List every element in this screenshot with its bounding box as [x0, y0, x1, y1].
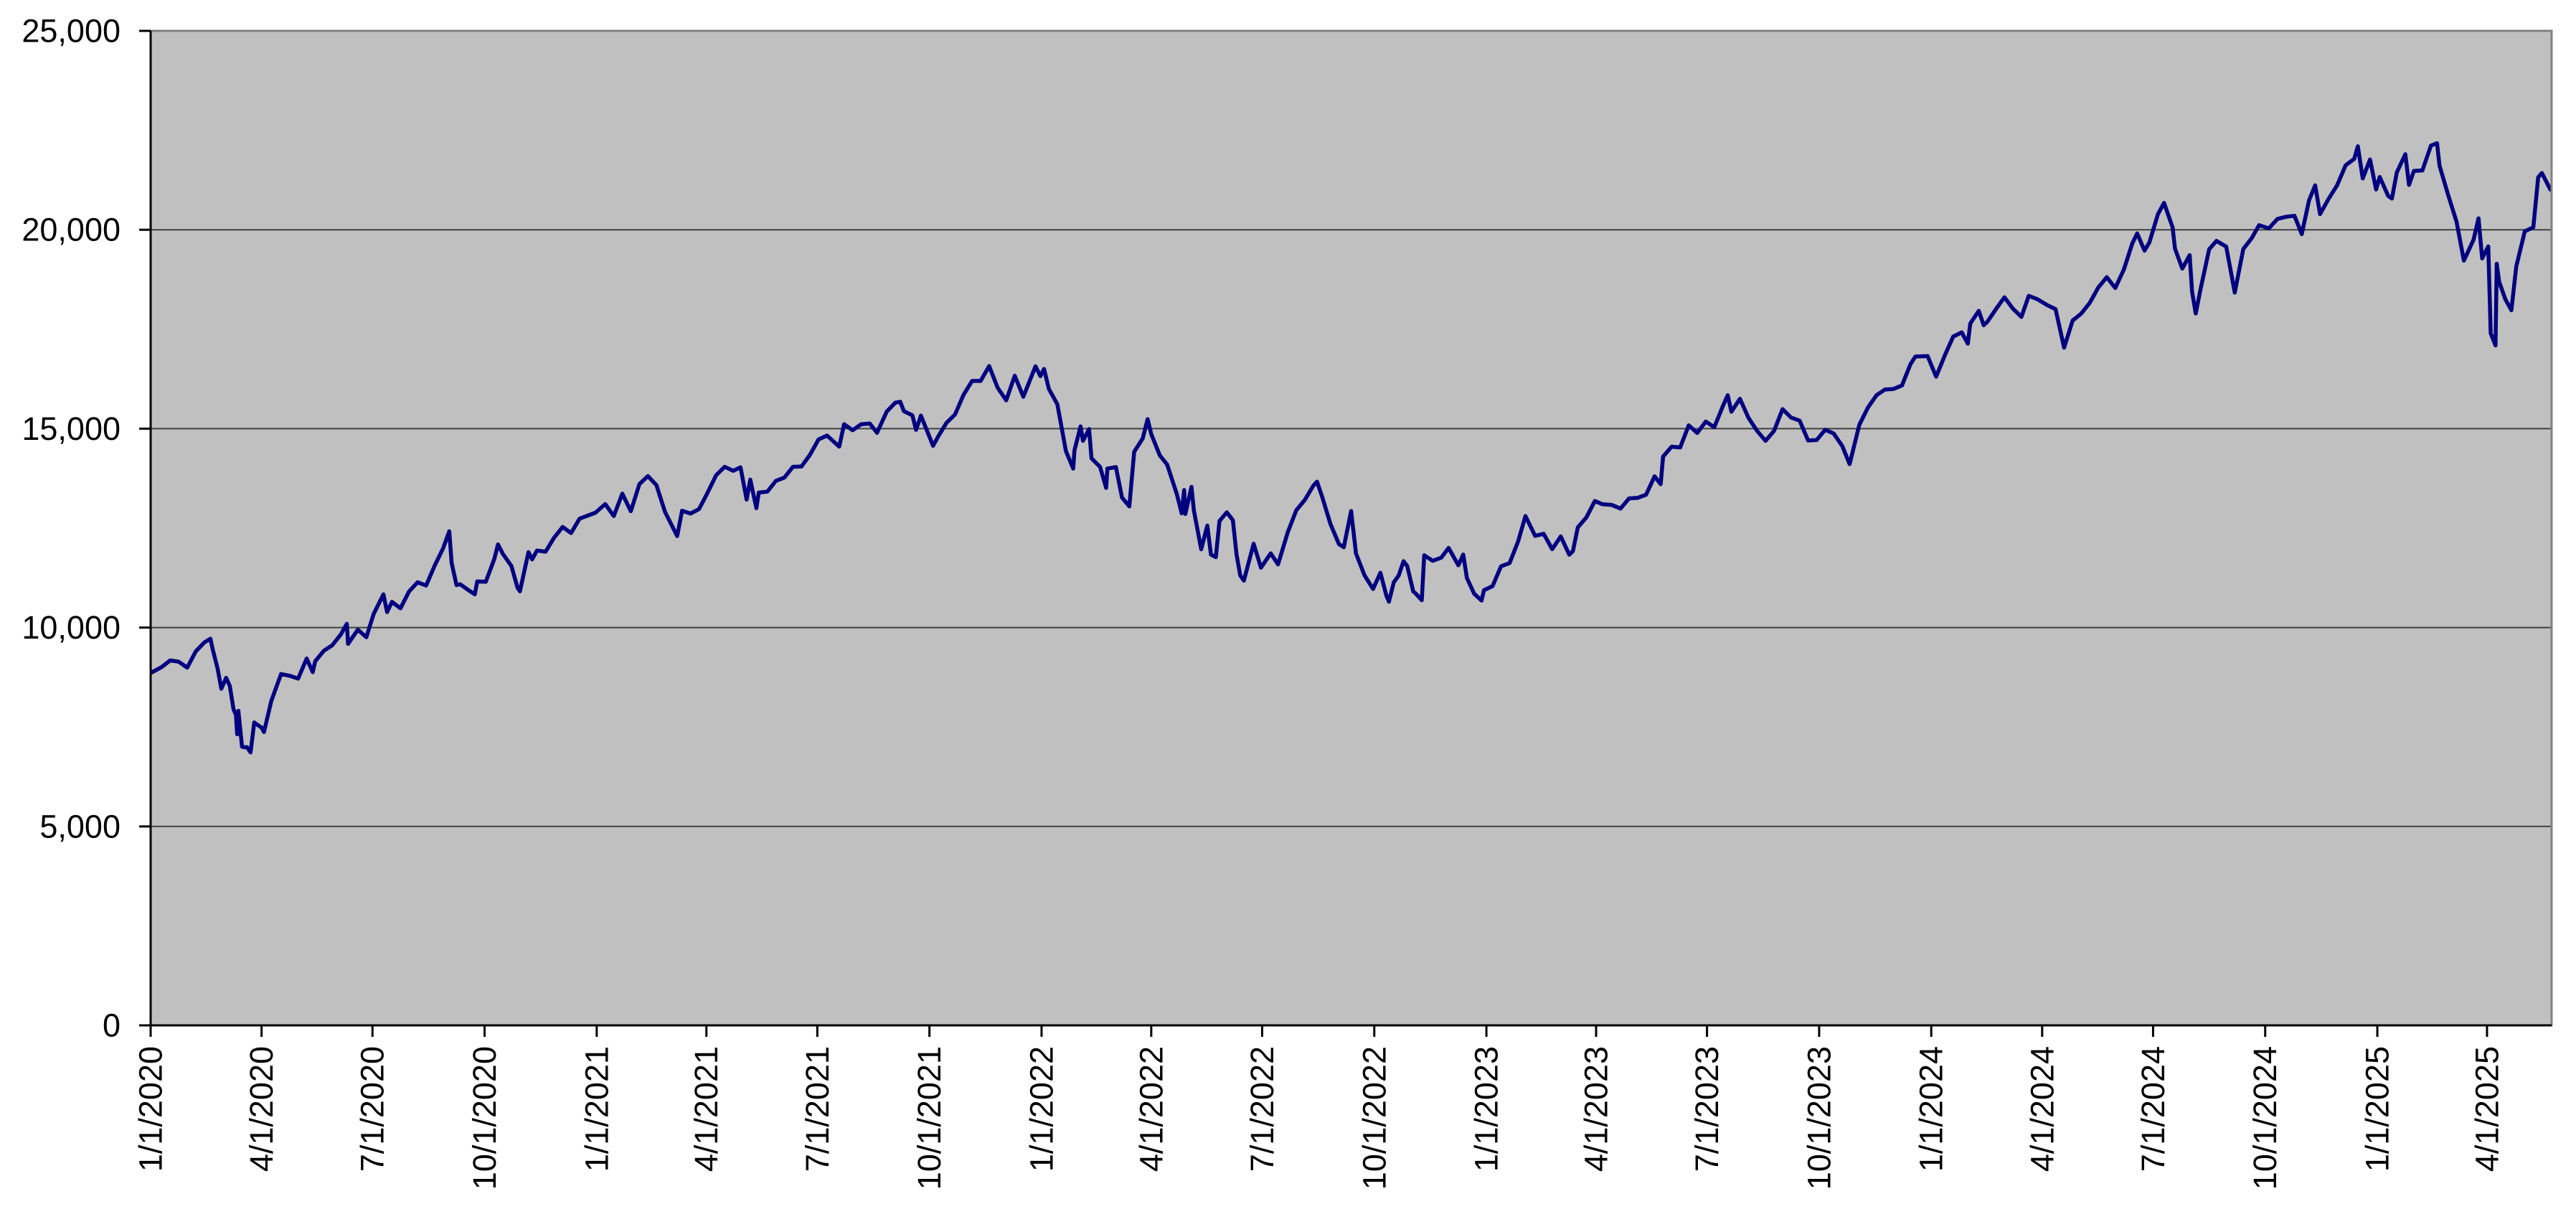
axes	[139, 29, 2552, 1037]
x-tick-label: 4/1/2023	[1577, 1046, 1614, 1172]
x-tick-label: 7/1/2020	[354, 1046, 391, 1172]
x-tick-label: 7/1/2023	[1689, 1046, 1725, 1172]
y-tick-label: 25,000	[22, 13, 121, 50]
gridlines	[151, 229, 2552, 827]
x-tick-label: 1/1/2022	[1023, 1046, 1060, 1172]
x-tick-label: 1/1/2023	[1468, 1046, 1505, 1172]
x-tick-label: 1/1/2021	[578, 1046, 615, 1172]
x-tick-label: 4/1/2021	[688, 1046, 725, 1172]
x-tick-label: 7/1/2024	[2135, 1046, 2171, 1172]
x-tick-label: 7/1/2021	[799, 1046, 836, 1172]
x-tick-label: 10/1/2021	[911, 1046, 948, 1190]
x-tick-label: 7/1/2022	[1244, 1046, 1280, 1172]
price-line	[149, 141, 2553, 755]
y-tick-label: 10,000	[22, 609, 121, 646]
y-tick-label: 5,000	[39, 808, 121, 845]
series-line	[149, 141, 2553, 755]
y-axis-labels: 0 5,000 10,000 15,000 20,000 25,000	[22, 13, 121, 1044]
x-tick-label: 10/1/2020	[466, 1046, 503, 1190]
x-tick-label: 4/1/2020	[243, 1046, 280, 1172]
x-tick-label: 1/1/2020	[133, 1046, 169, 1172]
x-tick-label: 10/1/2022	[1356, 1046, 1392, 1190]
y-tick-label: 15,000	[22, 410, 121, 447]
x-tick-label: 1/1/2024	[1913, 1046, 1950, 1172]
x-tick-label: 10/1/2023	[1801, 1046, 1837, 1190]
y-tick-label: 0	[103, 1007, 121, 1044]
x-axis-labels: 1/1/2020 4/1/2020 7/1/2020 10/1/2020 1/1/202…	[133, 1046, 2506, 1190]
x-tick-label: 1/1/2025	[2359, 1046, 2396, 1172]
x-tick-label: 10/1/2024	[2247, 1046, 2283, 1190]
x-tick-label: 4/1/2025	[2468, 1046, 2505, 1172]
y-tick-label: 20,000	[22, 212, 121, 248]
x-tick-label: 4/1/2024	[2024, 1046, 2060, 1172]
x-tick-label: 4/1/2022	[1133, 1046, 1169, 1172]
